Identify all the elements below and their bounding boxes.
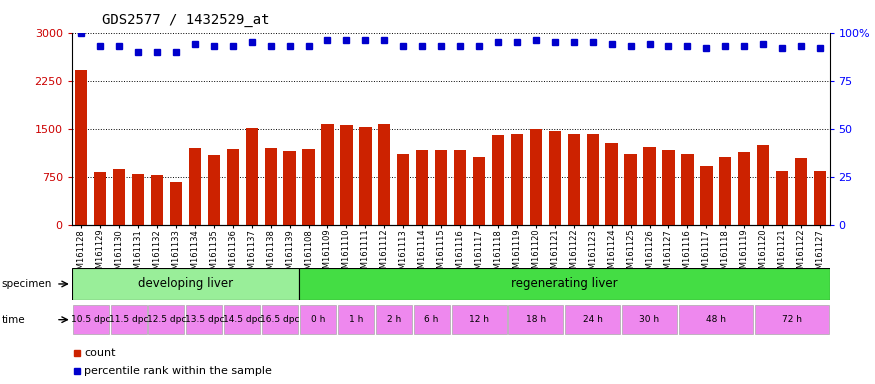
Bar bbox=[643, 147, 655, 225]
Text: 48 h: 48 h bbox=[706, 315, 726, 324]
Bar bbox=[549, 131, 561, 225]
Bar bbox=[170, 182, 182, 225]
Bar bbox=[454, 151, 466, 225]
Text: count: count bbox=[84, 348, 116, 358]
Bar bbox=[340, 125, 353, 225]
Text: 14.5 dpc: 14.5 dpc bbox=[222, 315, 262, 324]
Bar bbox=[622, 305, 677, 334]
Bar bbox=[625, 154, 637, 225]
Bar bbox=[414, 305, 450, 334]
Text: 10.5 dpc: 10.5 dpc bbox=[71, 315, 110, 324]
Text: time: time bbox=[2, 314, 25, 325]
Bar bbox=[529, 129, 542, 225]
Bar bbox=[378, 124, 390, 225]
Bar bbox=[303, 149, 315, 225]
Bar bbox=[321, 124, 333, 225]
Bar bbox=[189, 148, 201, 225]
Bar bbox=[738, 152, 751, 225]
Bar bbox=[511, 134, 523, 225]
Bar bbox=[338, 305, 374, 334]
Bar bbox=[606, 143, 618, 225]
Bar bbox=[300, 305, 336, 334]
Text: 13.5 dpc: 13.5 dpc bbox=[185, 315, 224, 324]
Bar bbox=[814, 171, 826, 225]
Text: 12.5 dpc: 12.5 dpc bbox=[147, 315, 186, 324]
Bar bbox=[75, 70, 88, 225]
Bar bbox=[360, 127, 372, 225]
Bar bbox=[397, 154, 410, 225]
Text: 11.5 dpc: 11.5 dpc bbox=[108, 315, 149, 324]
Bar bbox=[264, 148, 276, 225]
Bar bbox=[246, 128, 258, 225]
Bar bbox=[794, 158, 808, 225]
Bar bbox=[700, 166, 712, 225]
Bar bbox=[113, 169, 125, 225]
Text: developing liver: developing liver bbox=[138, 278, 233, 290]
Text: 72 h: 72 h bbox=[781, 315, 802, 324]
Text: 2 h: 2 h bbox=[387, 315, 401, 324]
Bar bbox=[110, 305, 147, 334]
Bar bbox=[776, 171, 788, 225]
Bar bbox=[473, 157, 486, 225]
Bar bbox=[186, 305, 222, 334]
Bar bbox=[149, 305, 185, 334]
Bar bbox=[435, 150, 447, 225]
Bar bbox=[662, 151, 675, 225]
Text: 1 h: 1 h bbox=[349, 315, 363, 324]
Text: 0 h: 0 h bbox=[311, 315, 326, 324]
Bar bbox=[682, 154, 694, 225]
Bar bbox=[757, 145, 769, 225]
Bar bbox=[492, 135, 504, 225]
Text: specimen: specimen bbox=[2, 279, 52, 289]
Bar bbox=[679, 305, 752, 334]
Bar bbox=[565, 305, 620, 334]
Text: 24 h: 24 h bbox=[583, 315, 603, 324]
Bar bbox=[416, 150, 429, 225]
Text: regenerating liver: regenerating liver bbox=[511, 278, 618, 290]
Bar bbox=[375, 305, 412, 334]
Text: 16.5 dpc: 16.5 dpc bbox=[261, 315, 300, 324]
Bar bbox=[227, 149, 239, 225]
Bar bbox=[224, 305, 260, 334]
Bar bbox=[207, 155, 220, 225]
Bar bbox=[754, 305, 829, 334]
Bar bbox=[73, 305, 108, 334]
Bar bbox=[94, 172, 107, 225]
Text: GDS2577 / 1432529_at: GDS2577 / 1432529_at bbox=[102, 13, 270, 27]
Bar bbox=[72, 268, 299, 300]
Text: 6 h: 6 h bbox=[424, 315, 439, 324]
Bar bbox=[719, 157, 732, 225]
Bar bbox=[262, 305, 298, 334]
Text: percentile rank within the sample: percentile rank within the sample bbox=[84, 366, 272, 376]
Bar bbox=[150, 175, 163, 225]
Bar bbox=[568, 134, 580, 225]
Text: 30 h: 30 h bbox=[640, 315, 660, 324]
Bar bbox=[284, 151, 296, 225]
Text: 12 h: 12 h bbox=[469, 315, 489, 324]
Bar bbox=[586, 134, 598, 225]
Text: 18 h: 18 h bbox=[526, 315, 546, 324]
Bar bbox=[132, 174, 144, 225]
Bar bbox=[508, 305, 564, 334]
Bar bbox=[452, 305, 507, 334]
Bar bbox=[299, 268, 829, 300]
